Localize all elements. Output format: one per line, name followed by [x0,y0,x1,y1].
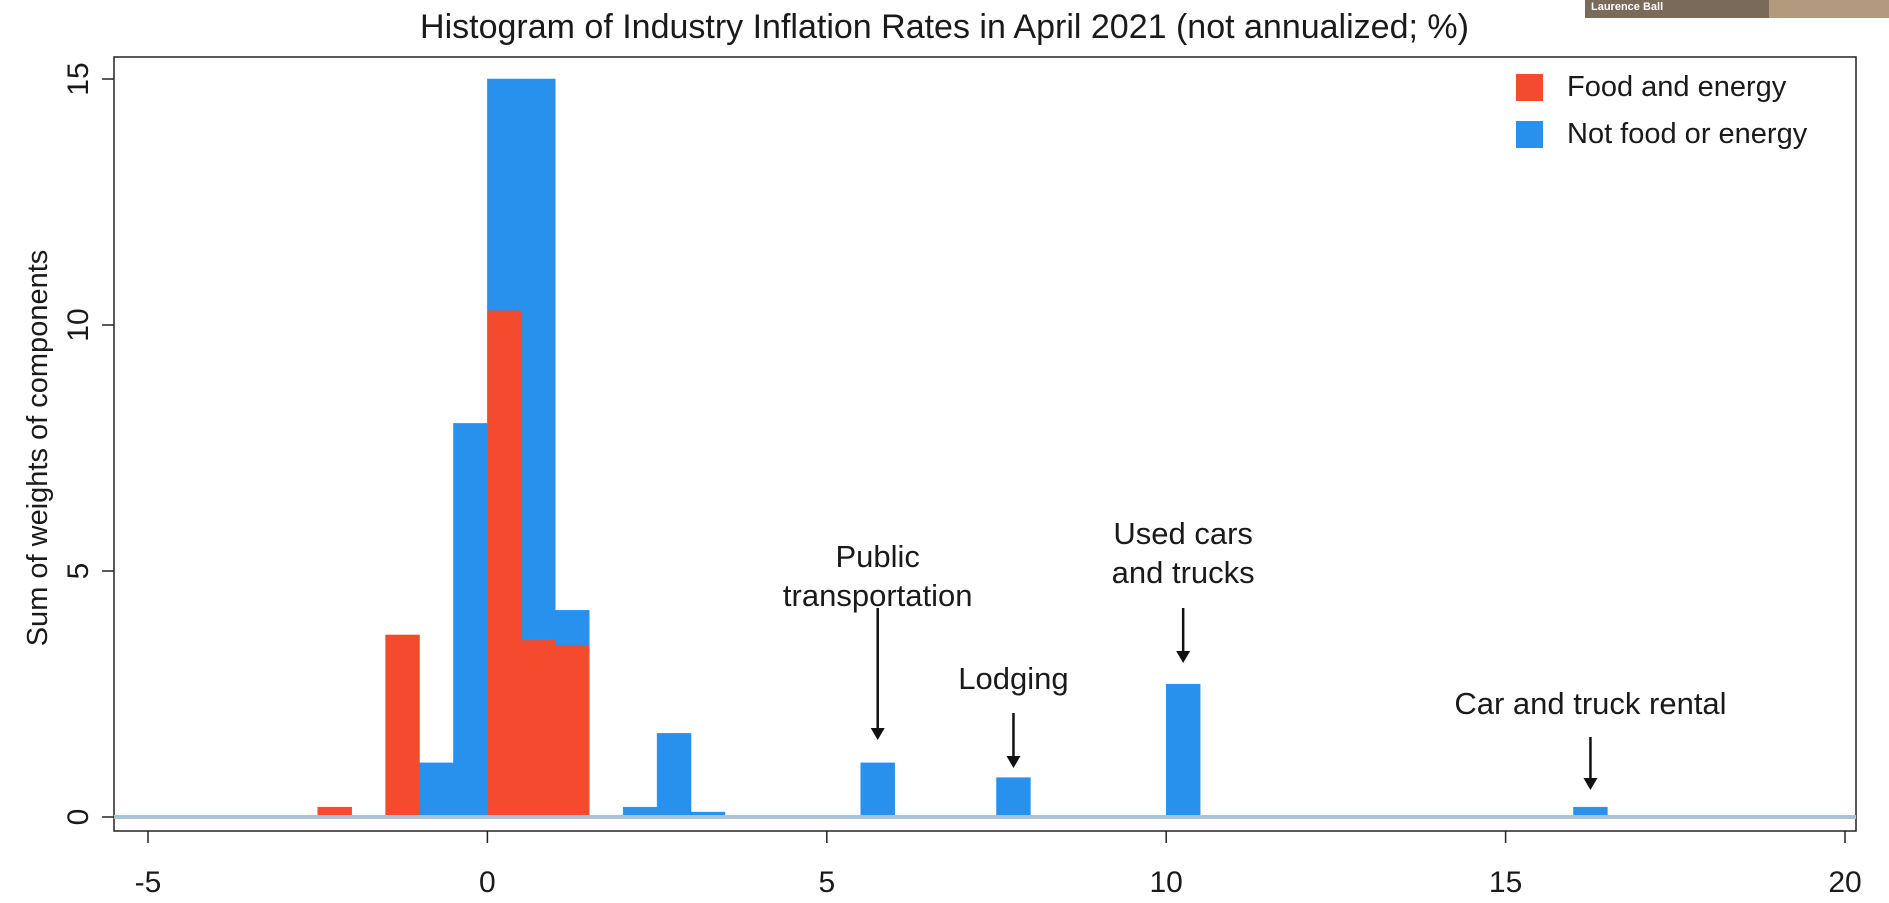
chart-title: Histogram of Industry Inflation Rates in… [420,8,1469,46]
x-tick-label-0: -5 [135,866,162,899]
presenter-video [1769,0,1889,18]
x-tick-label-5: 20 [1828,866,1861,899]
bar-not-food-energy-8 [860,762,895,818]
bar-not-food-energy-10 [1165,683,1201,818]
bar-food-energy-1 [385,634,420,818]
bar-not-food-energy-3 [521,78,556,641]
annotation-arrow-head-3 [1583,778,1598,790]
annotation-arrow-head-0 [870,728,885,740]
bar-food-energy-2 [487,309,522,818]
annotation-arrow-head-1 [1006,756,1021,768]
x-tick-label-3: 10 [1150,866,1183,899]
legend-swatch-food-energy [1516,73,1543,101]
legend-item-not-food-energy: Not food or energy [1516,117,1807,151]
x-tick-label-2: 5 [818,866,835,899]
annotation-label-2: Used cars and trucks [1111,516,1255,590]
bar-not-food-energy-9 [996,777,1031,818]
legend-item-food-energy: Food and energy [1516,70,1786,104]
legend-swatch-not-food-energy [1516,120,1543,148]
annotation-label-1: Lodging [958,661,1069,696]
presenter-name: Laurence Ball [1591,1,1664,13]
x-tick-label-4: 15 [1489,866,1522,899]
bar-not-food-energy-2 [487,78,522,311]
plot-frame [113,56,1857,832]
y-tick-label-3: 15 [62,62,95,95]
x-tick-label-1: 0 [479,866,496,899]
y-tick-label-2: 10 [62,308,95,341]
bar-food-energy-4 [555,644,590,818]
legend-label-not-food-energy: Not food or energy [1567,117,1808,150]
y-tick-label-1: 5 [62,563,95,580]
bar-food-energy-3 [521,639,556,818]
y-tick-label-0: 0 [62,809,95,826]
annotation-arrow-head-2 [1176,651,1191,663]
annotation-label-3: Car and truck rental [1454,686,1727,721]
legend-label-food-energy: Food and energy [1567,70,1787,103]
bar-not-food-energy-6 [656,733,692,818]
bar-not-food-energy-4 [555,610,590,646]
annotation-label-0: Public transportation [782,539,973,613]
presenter-video-thumbnail: Laurence Ball [1585,0,1889,18]
bar-not-food-energy-0 [419,762,454,818]
bar-not-food-energy-1 [453,423,488,818]
